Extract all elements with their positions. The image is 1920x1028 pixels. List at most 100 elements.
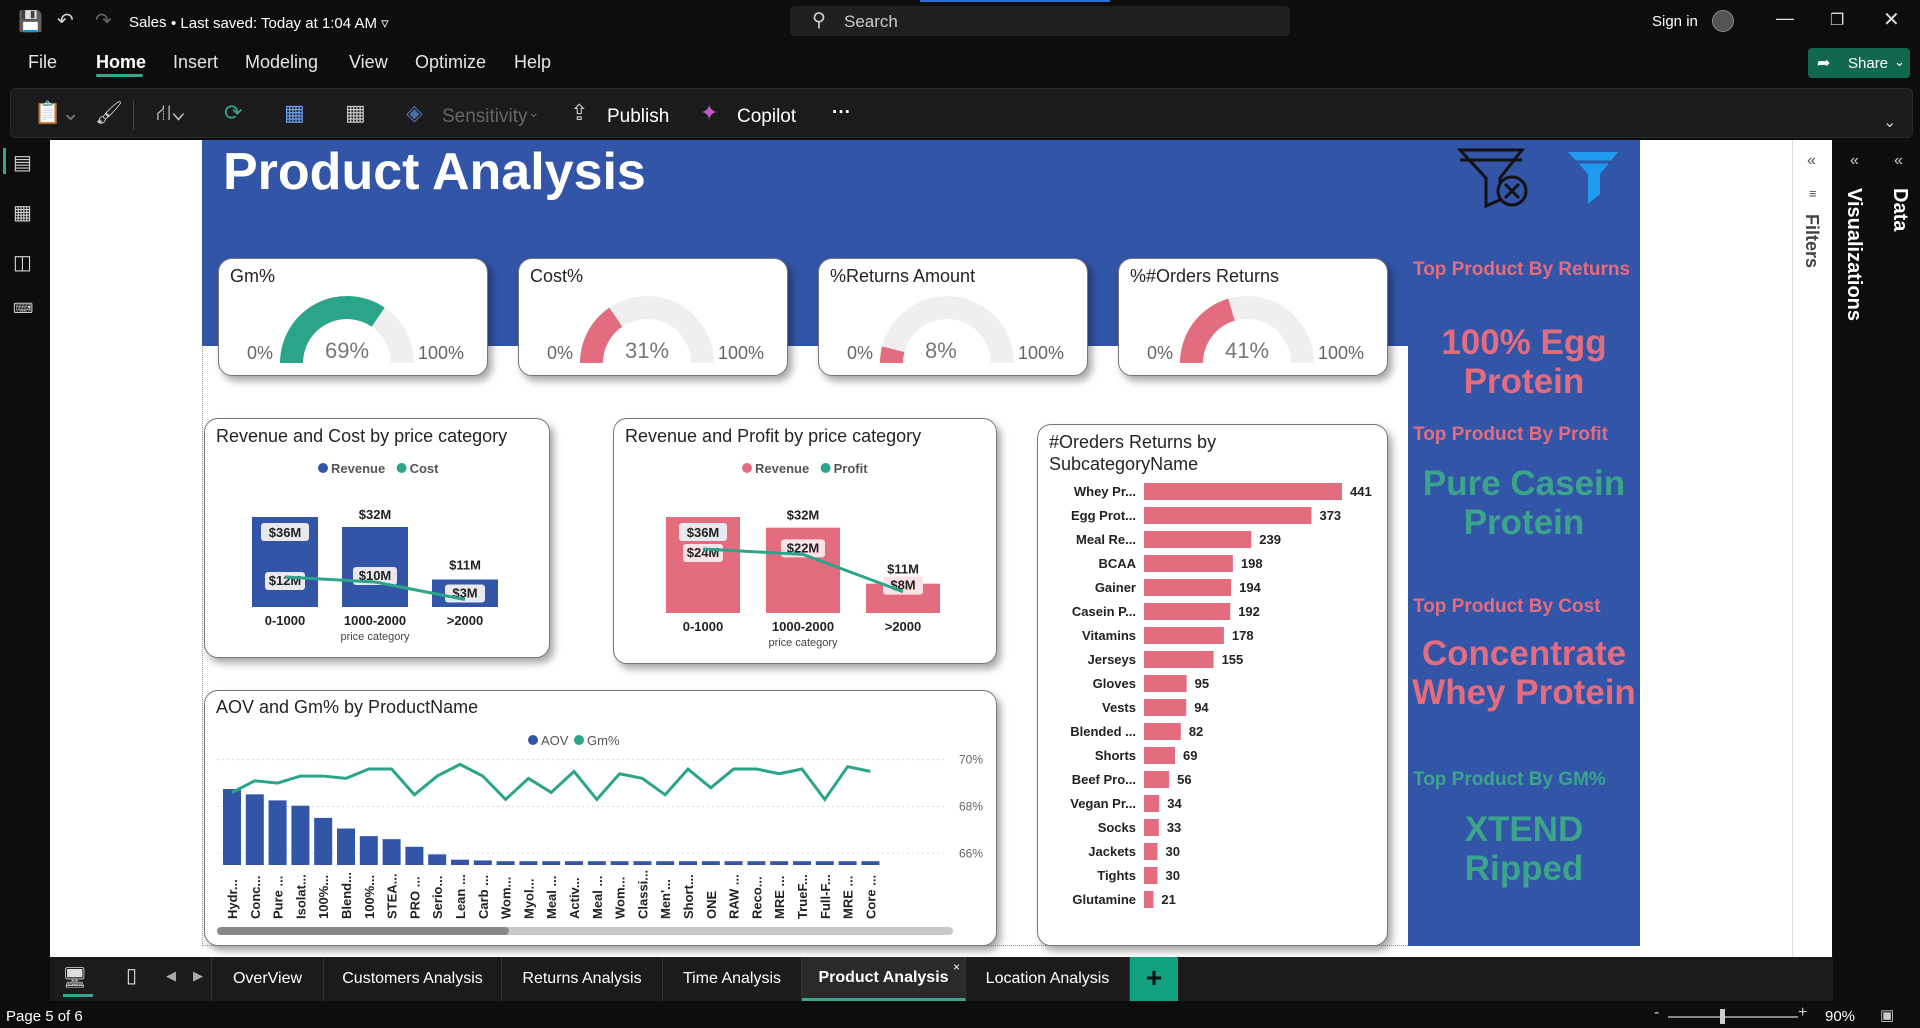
- expand-data-icon[interactable]: «: [1894, 152, 1903, 169]
- bar[interactable]: [838, 861, 857, 865]
- minimize-icon[interactable]: —: [1776, 8, 1794, 28]
- new-visual-icon[interactable]: ▦: [284, 100, 305, 125]
- bar[interactable]: [1144, 795, 1160, 812]
- bar[interactable]: [1144, 651, 1214, 668]
- sensitivity-button[interactable]: Sensitivity: [442, 106, 528, 127]
- bar[interactable]: [793, 861, 811, 865]
- zoom-slider[interactable]: [1668, 1016, 1798, 1018]
- bar[interactable]: [1144, 507, 1312, 524]
- bar[interactable]: [223, 789, 241, 865]
- undo-icon[interactable]: ↶: [57, 10, 74, 32]
- bar[interactable]: [770, 861, 789, 865]
- dax-query-icon[interactable]: ⌨: [13, 300, 34, 316]
- bar[interactable]: [1144, 867, 1158, 884]
- zoom-slider-thumb[interactable]: [1720, 1009, 1725, 1024]
- tab-customers-analysis[interactable]: Customers Analysis: [324, 957, 502, 1001]
- publish-button[interactable]: Publish: [607, 106, 670, 127]
- restore-icon[interactable]: ❐: [1830, 12, 1845, 29]
- visualizations-pane-label[interactable]: Visualizations: [1843, 188, 1865, 322]
- menu-view[interactable]: View: [349, 52, 388, 72]
- bar[interactable]: [496, 861, 515, 865]
- close-icon[interactable]: ✕: [1883, 9, 1900, 31]
- bar[interactable]: [337, 828, 355, 865]
- tab-location-analysis[interactable]: Location Analysis: [966, 957, 1130, 1001]
- bar[interactable]: [1144, 771, 1170, 788]
- save-icon[interactable]: 💾: [18, 11, 43, 33]
- bar[interactable]: [473, 860, 492, 865]
- bar[interactable]: [656, 861, 675, 865]
- menu-insert[interactable]: Insert: [173, 52, 219, 72]
- bar[interactable]: [1144, 603, 1231, 620]
- bar[interactable]: [633, 861, 652, 865]
- get-data-icon[interactable]: ⛙⌄: [156, 100, 186, 125]
- bar[interactable]: [565, 861, 583, 865]
- horizontal-scrollbar[interactable]: [217, 927, 953, 935]
- share-button[interactable]: ➦ Share ⌄: [1808, 48, 1910, 78]
- bar[interactable]: [291, 805, 310, 865]
- gauge-card[interactable]: Gm% 0% 100% 69%: [218, 258, 488, 376]
- menu-modeling[interactable]: Modeling: [245, 52, 319, 72]
- menu-help[interactable]: Help: [514, 52, 552, 72]
- close-tab-icon[interactable]: ×: [953, 960, 961, 974]
- bar[interactable]: [382, 839, 401, 865]
- format-painter-icon[interactable]: 🖌: [95, 100, 123, 125]
- avatar[interactable]: [1712, 10, 1734, 32]
- clear-filters-icon[interactable]: [1456, 146, 1532, 210]
- mobile-layout-icon[interactable]: ▯: [126, 965, 138, 987]
- prev-page-icon[interactable]: ◀: [166, 968, 176, 983]
- expand-visualizations-icon[interactable]: «: [1850, 152, 1859, 169]
- orders-returns-card[interactable]: #Oreders Returns by SubcategoryName Whey…: [1037, 424, 1388, 946]
- revenue-profit-card[interactable]: Revenue and Profit by price category Rev…: [613, 418, 997, 664]
- aov-gm-card[interactable]: AOV and Gm% by ProductName AOV Gm% 70% 68% 6…: [204, 690, 997, 946]
- bar[interactable]: [1144, 723, 1181, 740]
- search-box[interactable]: ⚲ Search: [790, 6, 1290, 36]
- bar[interactable]: [542, 861, 561, 865]
- bar[interactable]: [1144, 843, 1158, 860]
- revenue-cost-card[interactable]: Revenue and Cost by price category Reven…: [204, 418, 550, 658]
- bar[interactable]: [1144, 675, 1187, 692]
- redo-icon[interactable]: ↷: [95, 10, 112, 32]
- report-view-icon[interactable]: ▤: [13, 152, 32, 174]
- paste-icon[interactable]: 📋⌄: [34, 100, 80, 125]
- table-view-icon[interactable]: ▦: [13, 202, 32, 224]
- tab-overview[interactable]: OverView: [211, 957, 324, 1001]
- bar[interactable]: [359, 836, 378, 865]
- filter-icon[interactable]: [1566, 150, 1620, 206]
- expand-filters-icon[interactable]: «: [1807, 152, 1816, 169]
- bar[interactable]: [1144, 555, 1233, 572]
- sign-in-link[interactable]: Sign in: [1652, 13, 1698, 30]
- scrollbar-thumb[interactable]: [217, 927, 509, 935]
- bar[interactable]: [1144, 627, 1224, 644]
- bar[interactable]: [1144, 579, 1232, 596]
- bar[interactable]: [587, 861, 606, 865]
- calculator-icon[interactable]: ▦: [345, 100, 366, 125]
- tab-time-analysis[interactable]: Time Analysis: [663, 957, 802, 1001]
- bar[interactable]: [1144, 747, 1175, 764]
- bar[interactable]: [428, 854, 447, 865]
- bar[interactable]: [1144, 891, 1154, 908]
- bar[interactable]: [724, 861, 743, 865]
- bar[interactable]: [610, 861, 629, 865]
- data-pane-label[interactable]: Data: [1889, 188, 1911, 232]
- desktop-layout-icon[interactable]: 🖥: [62, 967, 88, 989]
- saved-status[interactable]: • Last saved: Today at 1:04 AM ▿: [171, 15, 389, 32]
- model-view-icon[interactable]: ◫: [13, 252, 32, 274]
- bar[interactable]: [815, 861, 834, 865]
- bar[interactable]: [314, 817, 333, 865]
- bar[interactable]: [747, 861, 766, 865]
- menu-home[interactable]: Home: [96, 52, 147, 72]
- ribbon-collapse-icon[interactable]: ⌄: [1883, 114, 1897, 131]
- menu-optimize[interactable]: Optimize: [415, 52, 487, 72]
- bar[interactable]: [519, 861, 538, 865]
- zoom-level[interactable]: 90%: [1825, 1008, 1856, 1025]
- refresh-icon[interactable]: ⟳: [224, 100, 243, 125]
- fit-to-page-icon[interactable]: ▣: [1880, 1007, 1895, 1024]
- bar[interactable]: [405, 846, 424, 865]
- next-page-icon[interactable]: ▶: [193, 968, 203, 983]
- bar[interactable]: [1144, 483, 1342, 500]
- gauge-card[interactable]: Cost% 0% 100% 31%: [518, 258, 788, 376]
- zoom-in-icon[interactable]: +: [1798, 1004, 1808, 1021]
- copilot-button[interactable]: Copilot: [737, 106, 797, 127]
- tab-returns-analysis[interactable]: Returns Analysis: [502, 957, 663, 1001]
- gauge-card[interactable]: %#Orders Returns 0% 100% 41%: [1118, 258, 1388, 376]
